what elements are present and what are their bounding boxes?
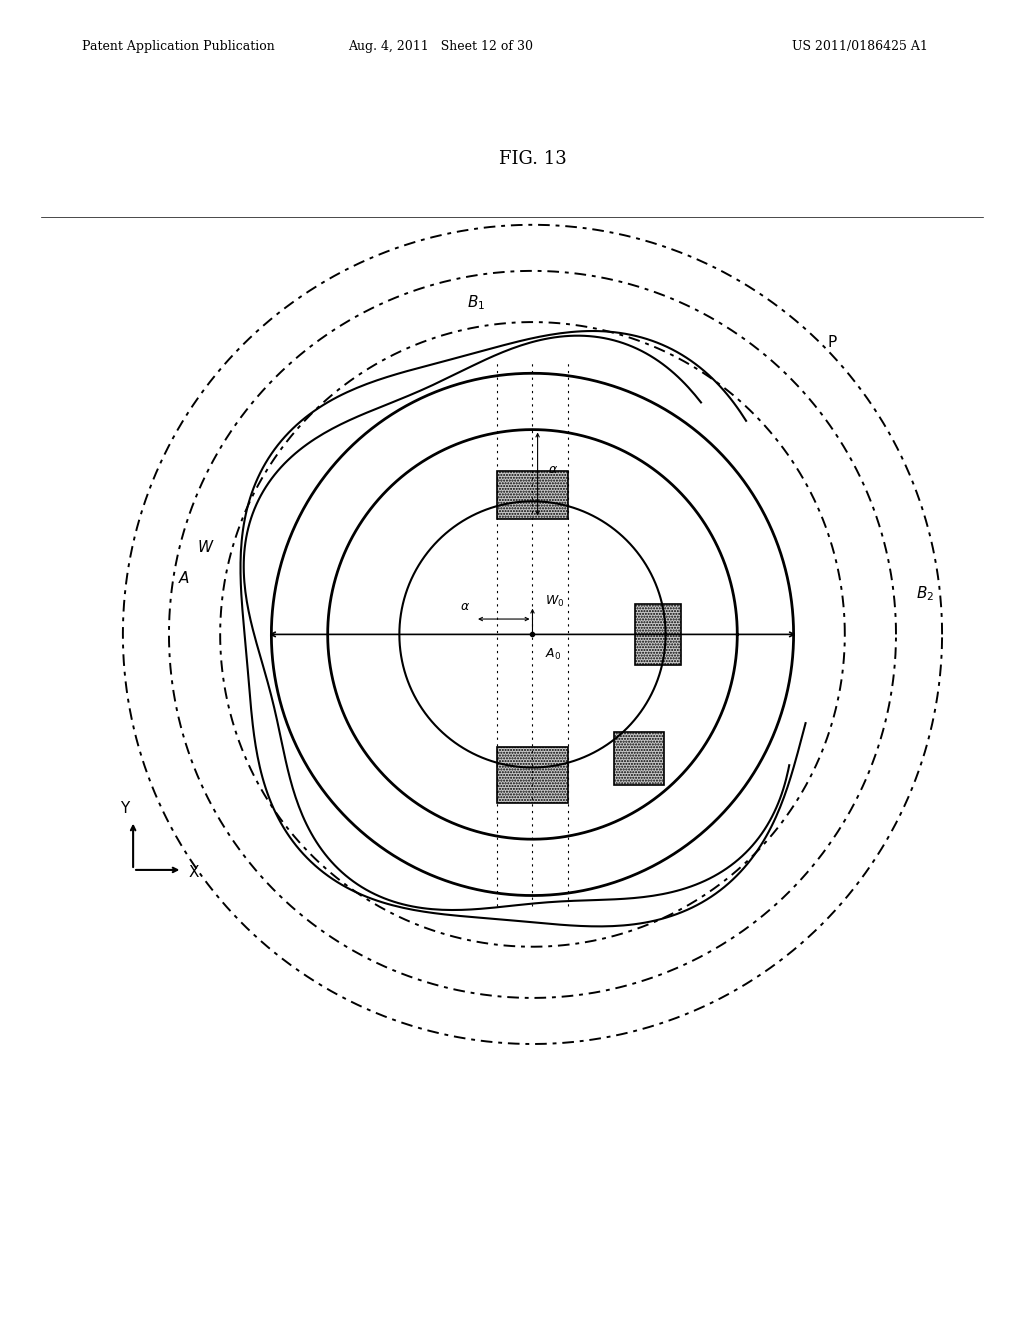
Text: $A_0$: $A_0$: [545, 647, 561, 663]
Text: FIG. 13: FIG. 13: [499, 150, 566, 169]
Bar: [614, 731, 664, 785]
Text: $W_0$: $W_0$: [545, 594, 564, 610]
Text: X: X: [188, 866, 199, 880]
Text: $B_1$: $B_1$: [467, 293, 485, 312]
Text: $\alpha$: $\alpha$: [460, 599, 470, 612]
Text: US 2011/0186425 A1: US 2011/0186425 A1: [793, 40, 928, 53]
Text: $\alpha$: $\alpha$: [548, 462, 558, 475]
Text: Aug. 4, 2011   Sheet 12 of 30: Aug. 4, 2011 Sheet 12 of 30: [348, 40, 532, 53]
Text: A: A: [179, 570, 189, 586]
Text: Patent Application Publication: Patent Application Publication: [82, 40, 274, 53]
Text: Y: Y: [120, 801, 130, 816]
Text: W: W: [198, 540, 212, 554]
Text: $B_2$: $B_2$: [916, 583, 935, 603]
Bar: [497, 470, 568, 519]
Bar: [635, 603, 681, 665]
Bar: [497, 747, 568, 804]
Text: P: P: [827, 335, 837, 350]
